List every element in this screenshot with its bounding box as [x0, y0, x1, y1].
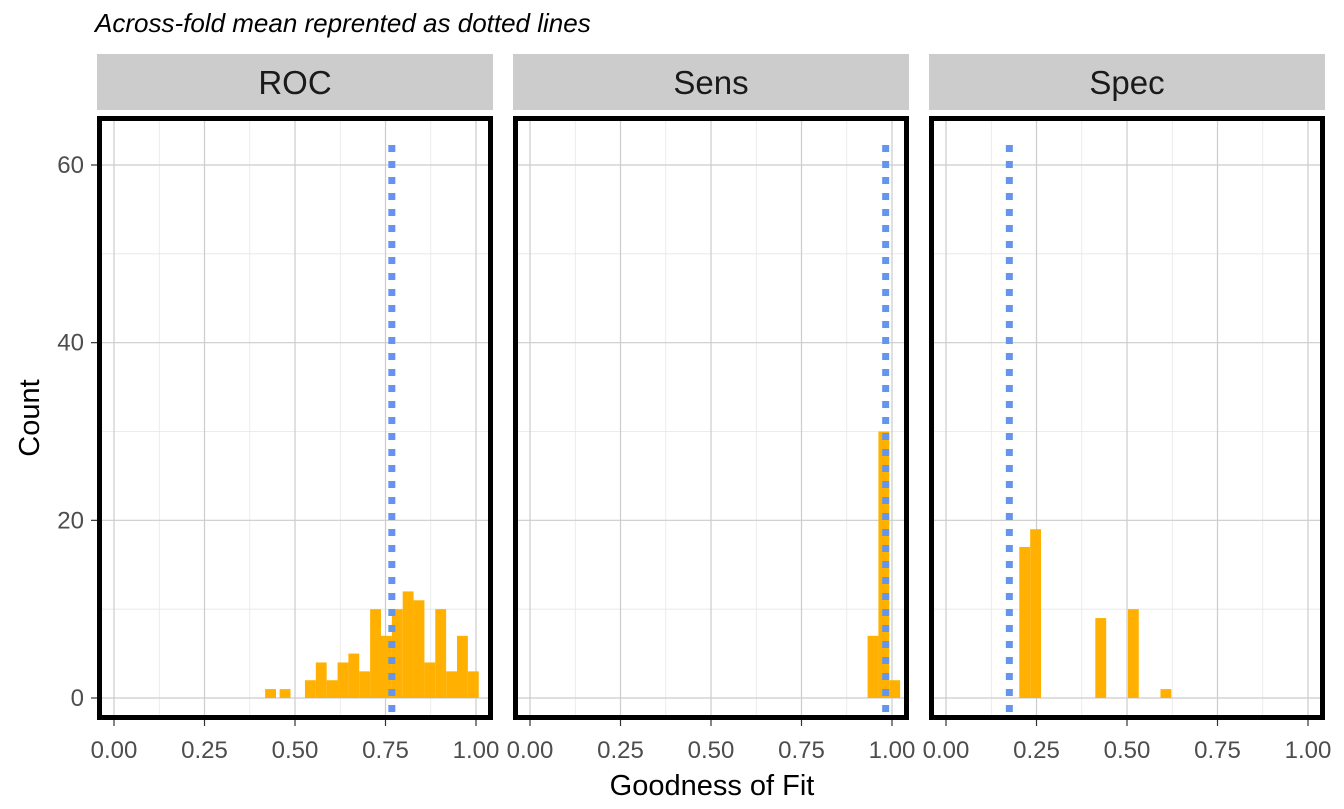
facet-strip: [513, 54, 909, 110]
panel-border: [929, 116, 1325, 720]
histogram-bar: [867, 635, 879, 698]
gridlines: [929, 116, 1325, 720]
x-tick-label: 0.00: [507, 737, 554, 764]
y-tick-label: 60: [57, 152, 84, 179]
histogram-bar: [1095, 618, 1107, 698]
x-tick-label: 0.75: [362, 737, 409, 764]
x-tick-label: 0.25: [1013, 737, 1060, 764]
x-tick-label: 1.00: [869, 737, 916, 764]
x-tick-label: 0.25: [597, 737, 644, 764]
histogram-bar: [304, 680, 316, 698]
y-tick-label: 0: [71, 685, 84, 712]
x-tick-label: 0.50: [1104, 737, 1151, 764]
facet-strip: [97, 54, 493, 110]
histogram-bar: [359, 671, 371, 698]
histogram-bar: [1127, 609, 1139, 698]
x-axis-ticks: 0.00 0.25 0.50 0.75 1.00: [923, 720, 1332, 764]
histogram-bar: [424, 662, 436, 698]
x-tick-label: 0.75: [1194, 737, 1241, 764]
x-tick-label: 1.00: [1285, 737, 1332, 764]
x-tick-label: 0.50: [272, 737, 319, 764]
histogram-bar: [456, 635, 468, 698]
y-axis-title: Count: [14, 379, 46, 456]
histogram-bar: [380, 635, 392, 698]
facet-strip-label: Spec: [1089, 64, 1164, 101]
x-axis-ticks: 0.00 0.25 0.50 0.75 1.00: [507, 720, 916, 764]
facet-panel-spec: Spec 0.00 0.25 0.50 0.75 1.00: [923, 54, 1332, 764]
histogram-bar: [413, 600, 425, 698]
histogram-bar: [337, 662, 349, 698]
facet-strip-label: ROC: [258, 64, 331, 101]
histogram-bar: [435, 609, 447, 698]
histogram-bar: [391, 609, 403, 698]
x-tick-label: 0.50: [688, 737, 735, 764]
histogram-bar: [348, 653, 360, 698]
histogram-bar: [1030, 529, 1042, 698]
y-tick-label: 20: [57, 507, 84, 534]
histogram-bar: [446, 671, 457, 698]
histogram-bar: [265, 689, 276, 698]
histogram-bar: [467, 671, 479, 698]
histogram-bar: [370, 609, 381, 698]
facet-panel-roc: ROC 0.00 0.25 0.50 0.75 1.00: [91, 54, 500, 764]
histogram-bar: [889, 680, 901, 698]
x-axis-title: Goodness of Fit: [610, 770, 815, 802]
x-tick-label: 0.00: [923, 737, 970, 764]
facet-strip: [929, 54, 1325, 110]
histogram-bar: [315, 662, 327, 698]
facet-panel-sens: Sens 0.00 0.25 0.50 0.75 1.00: [507, 54, 916, 764]
chart-subtitle: Across-fold mean reprented as dotted lin…: [93, 8, 591, 38]
x-tick-label: 1.00: [453, 737, 500, 764]
histogram-bar: [279, 689, 291, 698]
y-tick-label: 40: [57, 330, 84, 357]
histogram-bars: [1019, 529, 1172, 698]
x-axis-ticks: 0.00 0.25 0.50 0.75 1.00: [91, 720, 500, 764]
gridlines: [513, 116, 909, 720]
histogram-bars: [265, 591, 479, 698]
histogram-bar: [326, 680, 338, 698]
histogram-bar: [1160, 689, 1172, 698]
x-tick-label: 0.00: [91, 737, 138, 764]
x-tick-label: 0.25: [181, 737, 228, 764]
gridlines: [97, 116, 493, 720]
histogram-bar: [402, 591, 414, 698]
panel-border: [513, 116, 909, 720]
facet-strip-label: Sens: [673, 64, 748, 101]
x-tick-label: 0.75: [778, 737, 825, 764]
panel-border: [97, 116, 493, 720]
histogram-bar: [1019, 546, 1031, 698]
y-axis-ticks: 0 20 40 60: [57, 152, 97, 712]
